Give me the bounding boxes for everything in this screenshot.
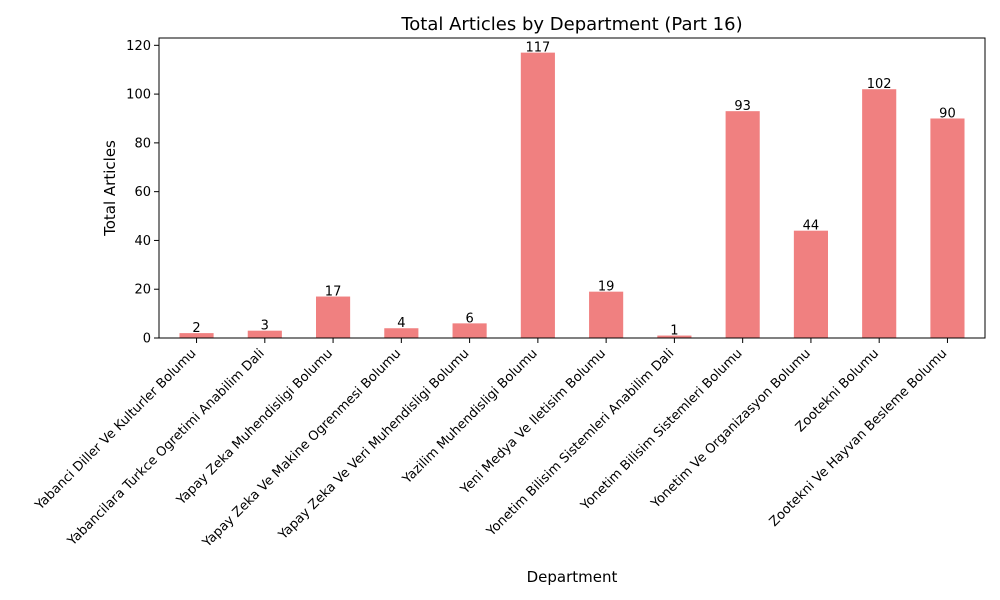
bar-value-label: 117	[525, 41, 550, 56]
y-axis-title: Total Articles	[101, 140, 119, 237]
bar-value-label: 1	[670, 324, 678, 339]
bar	[862, 89, 897, 338]
y-axis: 0 20 40 60 80 100 120	[126, 39, 159, 347]
bar	[247, 330, 282, 338]
y-tick-label: 40	[134, 234, 151, 249]
bar	[930, 118, 965, 338]
bar-value-label: 2	[192, 321, 200, 336]
y-tick-label: 80	[134, 136, 151, 151]
bar	[179, 333, 214, 338]
x-tick-label: Yazilim Muhendisligi Bolumu	[399, 346, 540, 487]
bar-value-label: 93	[734, 99, 751, 114]
plot-frame	[158, 37, 986, 339]
bar-value-label: 4	[397, 316, 405, 331]
y-tick-label: 100	[126, 88, 151, 103]
bar-value-label: 19	[598, 280, 615, 295]
bar	[657, 335, 692, 338]
y-tick-label: 60	[134, 185, 151, 200]
bar-value-label: 3	[261, 319, 269, 334]
bar	[589, 291, 624, 338]
y-tick-label: 120	[126, 39, 151, 54]
bar-value-label: 17	[325, 285, 342, 300]
bar-labels-layer: 2 3 17 4 6 117 19 1 93 44 102 90	[192, 41, 955, 339]
bar-value-label: 102	[867, 77, 892, 92]
chart-title: Total Articles by Department (Part 16)	[400, 14, 742, 35]
x-axis-title: Department	[527, 568, 618, 586]
bar-value-label: 6	[465, 311, 473, 326]
bar	[452, 323, 487, 338]
bar	[725, 111, 760, 338]
x-tick-label: Yeni Medya Ve Iletisim Bolumu	[457, 346, 609, 498]
bar	[793, 230, 828, 338]
bar-value-label: 90	[939, 106, 956, 121]
bar	[316, 296, 351, 338]
bar	[520, 52, 555, 338]
bar-value-label: 44	[803, 219, 820, 234]
bars-layer	[179, 52, 965, 338]
x-axis: Yabanci Diller Ve Kulturler BolumuYabanc…	[32, 338, 950, 551]
y-tick-label: 0	[143, 332, 151, 347]
bar	[384, 328, 419, 338]
y-tick-label: 20	[134, 283, 151, 298]
